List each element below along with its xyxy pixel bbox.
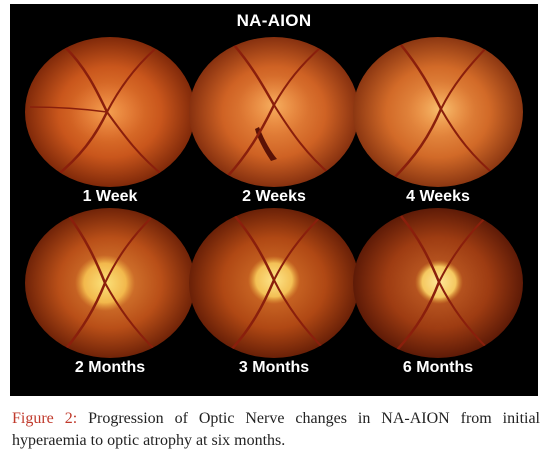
fundus-panel-2-weeks: 2 Weeks xyxy=(188,37,360,227)
panel-label: 4 Weeks xyxy=(406,188,470,205)
fundus-image xyxy=(353,208,523,358)
figure-panel: NA-AION xyxy=(10,4,538,396)
fundus-image xyxy=(25,208,195,358)
figure-caption-text: Progression of Optic Nerve changes in NA… xyxy=(12,410,541,449)
panel-label: 1 Week xyxy=(82,188,138,205)
panel-label: 2 Months xyxy=(74,359,146,376)
figure-caption: Figure 2: Progression of Optic Nerve cha… xyxy=(12,408,540,452)
figure-title: NA-AION xyxy=(236,11,312,30)
fundus-panel-4-weeks: 4 Weeks xyxy=(352,37,524,227)
fundus-panel-3-months: 3 Months xyxy=(188,208,360,398)
fundus-image xyxy=(25,37,195,187)
panel-label: 2 Weeks xyxy=(242,188,306,205)
fundus-image xyxy=(189,37,359,187)
panel-label: 6 Months xyxy=(402,359,474,376)
fundus-panel-2-months: 2 Months xyxy=(24,208,196,398)
figure-caption-label: Figure 2: xyxy=(12,410,78,427)
fundus-panel-1-week: 1 Week xyxy=(24,37,196,227)
fundus-image xyxy=(353,37,523,187)
panel-label: 3 Months xyxy=(238,359,310,376)
fundus-panel-6-months: 6 Months xyxy=(352,208,524,398)
fundus-image xyxy=(189,208,359,358)
